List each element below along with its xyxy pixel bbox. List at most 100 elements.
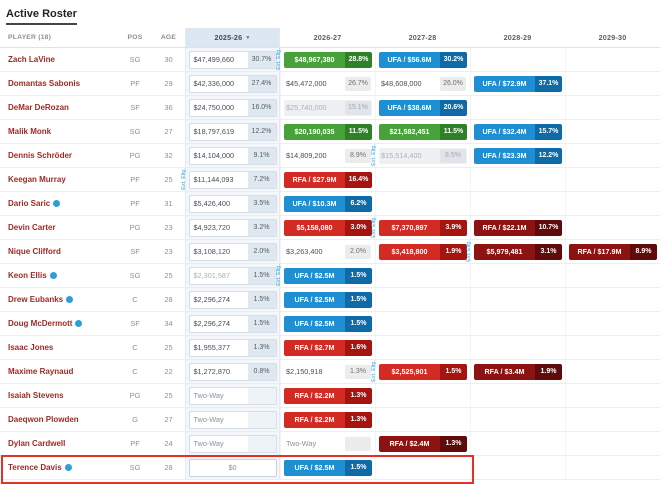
contract-chip: RFA / $3.4M 1.9%	[474, 363, 562, 380]
player-badge-icon	[53, 200, 61, 207]
player-name-link[interactable]: Dario Saric	[8, 199, 51, 208]
contract-cell-2028-29	[470, 408, 565, 431]
contract-cell-2028-29	[470, 384, 565, 407]
contract-pct: 3.1%	[535, 243, 562, 260]
player-name-link[interactable]: Dylan Cardwell	[8, 439, 66, 448]
player-name-link[interactable]: Nique Clifford	[8, 247, 61, 256]
player-name-link[interactable]: Dennis Schröder	[8, 151, 73, 160]
col-header-player[interactable]: PLAYER (18)	[8, 34, 52, 41]
contract-cell-2026-27: $14,809,200 8.9%	[280, 144, 375, 167]
player-pos: SG	[129, 55, 141, 64]
contract-chip: UFA / $2.5M 1.5%	[284, 315, 372, 332]
sort-caret-icon: ▼	[245, 34, 251, 41]
contract-cell-2027-28	[375, 384, 470, 407]
player-name-link[interactable]: Daeqwon Plowden	[8, 415, 79, 424]
player-name-link[interactable]: Drew Eubanks	[8, 295, 64, 304]
player-name-link[interactable]: Malik Monk	[8, 127, 52, 136]
player-name-link[interactable]: Terence Davis	[8, 463, 62, 472]
col-header-pos[interactable]: POS	[127, 34, 143, 41]
contract-cell-2029-30: RFA / $17.9M 8.9%	[565, 240, 660, 263]
player-name-link[interactable]: DeMar DeRozan	[8, 103, 69, 112]
salary-box: $18,797,619 12.2%	[188, 122, 277, 141]
contract-pct: 37.1%	[535, 75, 562, 92]
contract-value: $45,472,000 26.7%	[284, 76, 372, 92]
player-pos: G	[132, 415, 138, 424]
contract-pct: 3.9%	[440, 219, 467, 236]
contract-cell-2028-29: UFA / $32.4M 15.7%	[470, 120, 565, 143]
contract-amount: $48,608,000	[381, 79, 422, 88]
contract-amount: $5,158,080	[284, 219, 345, 236]
player-pos: SF	[130, 103, 140, 112]
contract-cell-2028-29	[470, 336, 565, 359]
col-header-2025-26[interactable]: 2025-26 ▼	[185, 28, 280, 47]
player-cell: Keegan Murray	[0, 168, 118, 191]
contract-cell-2028-29	[470, 432, 565, 455]
contract-cell-2029-30	[565, 432, 660, 455]
player-name-link[interactable]: Isaac Jones	[8, 343, 54, 352]
col-header-2028-29[interactable]: 2028-29	[503, 33, 532, 42]
player-cell: Malik Monk	[0, 120, 118, 143]
contract-amount: UFA / $2.5M	[284, 315, 345, 332]
player-name-link[interactable]: Zach LaVine	[8, 55, 55, 64]
player-cell: Dennis Schröder	[0, 144, 118, 167]
table-row: Keon Ellis SG 25 $2,301,587 1.5% Ext. Elig. UF…	[0, 264, 660, 288]
contract-amount: UFA / $56.6M	[379, 51, 440, 68]
contract-pct: 1.5%	[345, 267, 372, 284]
player-cell: Nique Clifford	[0, 240, 118, 263]
salary-box: $11,144,093 7.2%	[188, 170, 277, 189]
salary-pct	[247, 387, 276, 404]
page-title-bar: Active Roster	[0, 0, 660, 25]
salary-box: $2,296,274 1.5%	[188, 290, 277, 309]
contract-cell-2029-30	[565, 312, 660, 335]
table-row: Isaiah Stevens PG 25 Two-Way RFA / $2.2M 1.3%	[0, 384, 660, 408]
contract-amount: UFA / $2.5M	[284, 267, 345, 284]
contract-cell-2027-28	[375, 192, 470, 215]
salary-value: $1,955,377	[193, 343, 231, 352]
contract-cell-2026-27: UFA / $2.5M 1.5%	[280, 312, 375, 335]
contract-cell-2027-28	[375, 456, 470, 479]
contract-cell-2029-30	[565, 120, 660, 143]
contract-chip: $3,418,800 1.9%	[379, 243, 467, 260]
player-name-link[interactable]: Isaiah Stevens	[8, 391, 64, 400]
contract-cell-2028-29	[470, 312, 565, 335]
contract-cell-2026-27: UFA / $2.5M 1.5%	[280, 288, 375, 311]
contract-value: $14,809,200 8.9%	[284, 148, 372, 164]
player-cell: Dario Saric	[0, 192, 118, 215]
player-name-link[interactable]: Maxime Raynaud	[8, 367, 74, 376]
player-name-link[interactable]: Doug McDermott	[8, 319, 73, 328]
player-name-link[interactable]: Keon Ellis	[8, 271, 47, 280]
player-pos: PG	[129, 223, 141, 232]
contract-cell-2026-27: $3,263,400 2.0%	[280, 240, 375, 263]
contract-amount: RFA / $2.2M	[284, 411, 345, 428]
contract-amount: $7,370,897	[379, 219, 440, 236]
contract-amount: RFA / $3.4M	[474, 363, 535, 380]
col-header-2029-30[interactable]: 2029-30	[598, 33, 627, 42]
contract-amount: $5,979,481	[474, 243, 535, 260]
ext-elig-label: Ext. Elig.	[370, 215, 377, 238]
player-name-link[interactable]: Domantas Sabonis	[8, 79, 81, 88]
player-age: 34	[164, 319, 173, 328]
player-cell: Daeqwon Plowden	[0, 408, 118, 431]
salary-pct: 0.8%	[247, 363, 276, 380]
player-name-link[interactable]: Devin Carter	[8, 223, 56, 232]
col-header-age[interactable]: AGE	[160, 34, 177, 41]
salary-cell-2025-26: Two-Way	[185, 432, 280, 455]
contract-cell-2027-28	[375, 288, 470, 311]
table-row: Malik Monk SG 27 $18,797,619 12.2% $20,190,03…	[0, 120, 660, 144]
contract-pct: 1.5%	[345, 291, 372, 308]
salary-cell-2025-26: Two-Way	[185, 408, 280, 431]
contract-chip: UFA / $2.5M 1.5%	[284, 291, 372, 308]
player-pos: SF	[130, 247, 140, 256]
salary-input[interactable]: $0	[188, 458, 277, 477]
col-header-2027-28[interactable]: 2027-28	[408, 33, 437, 42]
player-pos: PG	[129, 391, 141, 400]
contract-cell-2027-28: Ext. Elig. $7,370,897 3.9%	[371, 216, 470, 239]
table-row: Terence Davis SG 28 $0 UFA / $2.5M 1.5%	[0, 455, 660, 484]
salary-cell-2025-26: $2,296,274 1.5%	[185, 312, 280, 335]
contract-pct: 20.6%	[440, 99, 467, 116]
salary-box: Two-Way	[188, 410, 277, 429]
col-header-2026-27[interactable]: 2026-27	[313, 33, 342, 42]
player-name-link[interactable]: Keegan Murray	[8, 175, 66, 184]
contract-value: $2,150,918 1.3%	[284, 364, 372, 380]
